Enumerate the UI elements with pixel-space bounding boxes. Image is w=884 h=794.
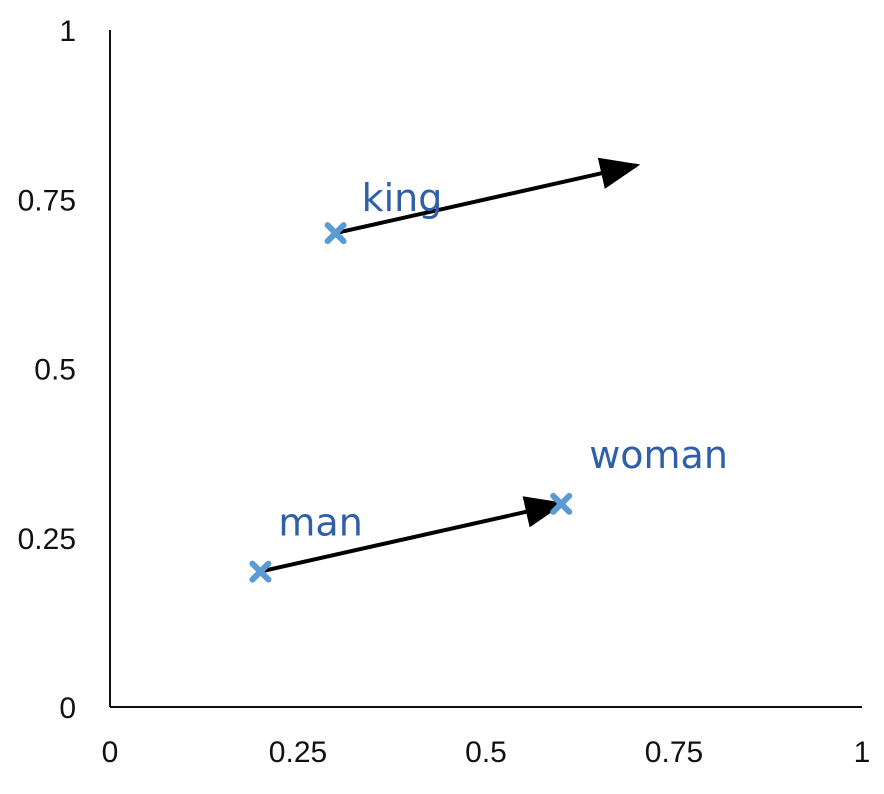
y-tick-label: 0: [59, 692, 76, 725]
y-tick-label: 0.25: [18, 523, 76, 556]
x-tick-label: 0.5: [465, 736, 507, 769]
point-marker: [324, 222, 347, 245]
x-tick-label: 0.25: [269, 736, 327, 769]
data-points: [249, 222, 573, 583]
x-tick-labels: 0 0.25 0.5 0.75 1: [102, 736, 871, 769]
point-label: king: [362, 176, 443, 220]
x-tick-label: 0.75: [645, 736, 703, 769]
vector-arrow: [259, 496, 566, 574]
point-label: man: [278, 501, 362, 545]
x-tick-label: 1: [854, 736, 871, 769]
y-tick-label: 1: [59, 15, 76, 48]
vector-arrows: [259, 157, 641, 574]
point-marker: [550, 492, 573, 515]
point-marker: [249, 560, 272, 583]
y-tick-label: 0.75: [18, 184, 76, 217]
x-tick-label: 0: [102, 736, 119, 769]
vector-arrow: [335, 157, 641, 236]
y-tick-labels: 0 0.25 0.5 0.75 1: [18, 15, 76, 725]
point-labels: king man woman: [278, 176, 728, 544]
point-label: woman: [589, 433, 728, 477]
y-tick-label: 0.5: [34, 354, 76, 387]
